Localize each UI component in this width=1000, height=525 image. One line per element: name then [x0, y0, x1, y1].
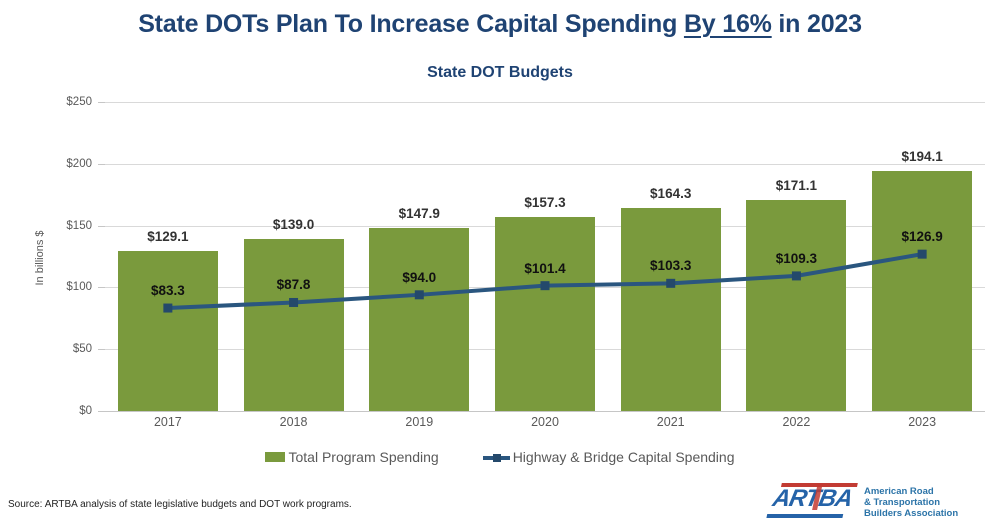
y-tick-mark: [98, 287, 105, 289]
y-tick-label: $50: [72, 343, 92, 356]
x-tick-label-2021: 2021: [656, 415, 685, 429]
x-tick-label-2020: 2020: [531, 415, 559, 429]
line-marker-2021: [666, 278, 676, 288]
y-tick-mark: [98, 349, 105, 351]
line-value-label-2019: $94.0: [402, 269, 437, 285]
bar-2017: [117, 251, 218, 411]
chart-subtitle: State DOT Budgets: [427, 64, 573, 81]
bar-2022: [746, 199, 847, 411]
title-suffix: in 2023: [771, 10, 862, 38]
y-tick-label: $250: [66, 96, 92, 108]
artba-logo: ARTBA American Road & Transportation Bui…: [766, 483, 958, 519]
line-marker-2017: [163, 303, 173, 313]
legend-label: Total Program Spending: [288, 449, 439, 465]
x-axis-labels: 2017 2018 2019 2020 2021 2022 2023: [105, 415, 985, 433]
legend-item-bar: Total Program Spending: [265, 449, 439, 465]
legend: Total Program Spending Highway & Bridge C…: [0, 449, 1000, 465]
y-tick-mark: [98, 225, 105, 227]
artba-logo-text: American Road & Transportation Builders …: [864, 483, 958, 519]
line-value-label-2023: $126.9: [901, 229, 943, 245]
x-tick-label-2018: 2018: [279, 415, 308, 429]
bar-value-label-2020: $157.3: [524, 194, 566, 210]
y-tick-mark: [98, 102, 105, 103]
gridline: [105, 102, 985, 103]
line-marker-2019: [414, 290, 424, 300]
page-title: State DOTs Plan To Increase Capital Spen…: [0, 10, 1000, 39]
legend-label: Highway & Bridge Capital Spending: [512, 449, 735, 465]
artba-logo-line: American Road: [864, 486, 934, 497]
title-underlined-phrase: By 16%: [683, 10, 772, 38]
plot-area: $129.1 $139.0 $147.9 $157.3 $164.3 $171.1 $194…: [98, 102, 985, 412]
y-tick-label: $0: [79, 405, 92, 417]
x-tick-label-2022: 2022: [782, 415, 811, 429]
artba-logo-line: Builders Association: [864, 508, 959, 519]
legend-line-swatch-icon: [482, 453, 510, 462]
bar-2023: [872, 171, 973, 411]
y-tick-mark: [98, 411, 105, 412]
line-marker-2022: [791, 271, 801, 281]
line-value-label-2017: $83.3: [150, 283, 185, 299]
bar-2020: [495, 216, 595, 411]
legend-line-marker: [492, 453, 501, 462]
bar-2018: [243, 239, 344, 411]
source-note: Source: ARTBA analysis of state legislat…: [8, 499, 352, 510]
artba-logo-line: & Transportation: [864, 497, 941, 508]
bar-value-label-2017: $129.1: [147, 229, 189, 245]
bar-value-label-2021: $164.3: [650, 185, 692, 201]
line-marker-2023: [917, 249, 927, 259]
bar-value-label-2023: $194.1: [901, 149, 943, 165]
artba-logo-mark: ARTBA: [764, 483, 860, 519]
y-tick-label: $150: [66, 219, 92, 232]
line-value-label-2021: $103.3: [650, 258, 692, 274]
bar-value-label-2018: $139.0: [272, 217, 315, 233]
line-value-label-2020: $101.4: [524, 260, 566, 276]
y-tick-label: $200: [66, 157, 92, 170]
x-axis-line: [105, 411, 985, 412]
y-tick-mark: [98, 163, 105, 165]
legend-item-line: Highway & Bridge Capital Spending: [482, 449, 735, 465]
line-series: [163, 249, 927, 313]
line-value-label-2018: $87.8: [276, 277, 311, 293]
line-marker-2018: [289, 297, 299, 307]
x-tick-label-2023: 2023: [908, 415, 937, 429]
artba-blue-bar-icon: [766, 514, 844, 518]
bar-2021: [620, 207, 721, 411]
y-tick-label: $100: [66, 281, 92, 294]
y-axis-tick-labels: $0 $50 $100 $150 $200 $250: [0, 96, 96, 417]
bar-2019: [369, 228, 470, 411]
bar-value-label-2019: $147.9: [398, 206, 440, 222]
title-prefix: State DOTs Plan To Increase Capital Spen…: [138, 10, 684, 38]
x-tick-label-2019: 2019: [405, 415, 434, 429]
legend-bar-swatch-icon: [265, 452, 286, 462]
bar-value-label-2022: $171.1: [775, 177, 818, 193]
line-value-label-2022: $109.3: [775, 250, 818, 266]
x-tick-label-2017: 2017: [153, 415, 182, 429]
line-marker-2020: [540, 281, 550, 291]
gridline: [105, 163, 985, 165]
